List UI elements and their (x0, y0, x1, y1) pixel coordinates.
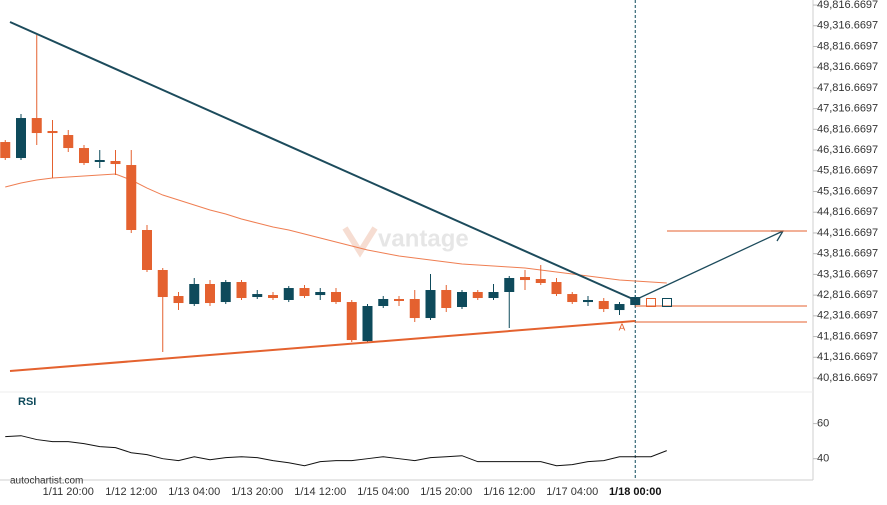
candle-body (457, 292, 467, 308)
candle-body (283, 288, 294, 300)
x-tick-label: 1/18 00:00 (609, 486, 662, 498)
candle-body (331, 292, 341, 303)
candle-body (220, 282, 231, 303)
plot (0, 0, 667, 480)
candle-body (488, 292, 499, 299)
candle-body (268, 295, 278, 299)
candle-body (630, 297, 641, 306)
candle-body (425, 290, 436, 319)
x-tick-label: 1/12 12:00 (105, 486, 157, 498)
rsi-tick-label: 40 (817, 453, 829, 465)
y-tick-label: 48,816.6697 (817, 40, 878, 52)
y-tick-label: 49,316.6697 (817, 20, 878, 32)
y-tick-label: 42,316.6697 (817, 310, 878, 322)
candle-body (126, 165, 137, 231)
candle-body (173, 296, 184, 304)
candle-body (409, 299, 420, 319)
watermark-logo (342, 226, 378, 258)
candle-body (614, 304, 625, 311)
x-tick-label: 1/17 04:00 (546, 486, 598, 498)
candle-body (63, 135, 74, 149)
rsi-tick-label: 60 (817, 417, 829, 429)
y-tick-label: 44,316.6697 (817, 227, 878, 239)
candle-body (252, 294, 263, 298)
candle-body (94, 160, 105, 162)
future-candle (646, 298, 656, 307)
x-tick-label: 1/13 04:00 (168, 486, 220, 498)
watermark-group: vantage (342, 225, 469, 258)
candle-body (520, 276, 530, 281)
y-tick-label: 47,316.6697 (817, 103, 878, 115)
watermark: vantage (378, 225, 469, 252)
y-tick-label: 46,816.6697 (817, 123, 878, 135)
rsi-line (5, 435, 667, 467)
candle-body (598, 300, 609, 310)
candle-body (47, 130, 58, 134)
candle-body (236, 282, 247, 299)
y-tick-label: 42,816.6697 (817, 289, 878, 301)
y-tick-label: 46,316.6697 (817, 144, 878, 156)
y-tick-label: 40,816.6697 (817, 372, 878, 384)
candle-body (315, 292, 326, 296)
y-tick-label: 44,816.6697 (817, 206, 878, 218)
y-tick-label: 45,316.6697 (817, 185, 878, 197)
resistance-line (9, 21, 636, 301)
y-tick-label: 47,816.6697 (817, 82, 878, 94)
y-tick-label: 41,316.6697 (817, 351, 878, 363)
candle-body (79, 148, 89, 164)
candle-body (535, 279, 546, 284)
candle-body (0, 142, 11, 159)
candle-body (583, 299, 593, 303)
candle-body (205, 284, 215, 304)
x-tick-label: 1/11 20:00 (43, 486, 94, 498)
candle-body (189, 284, 200, 305)
candle-body (362, 306, 373, 342)
y-tick-label: 43,316.6697 (817, 268, 878, 280)
forecast-arrow (634, 230, 784, 301)
candle-body (110, 161, 121, 165)
candle-body (346, 302, 357, 341)
x-tick-label: 1/15 04:00 (357, 486, 409, 498)
candle-body (142, 230, 152, 270)
candle-body (504, 277, 515, 293)
candle-body (378, 299, 389, 307)
candle-body (157, 269, 168, 298)
rsi-label: RSI (18, 396, 36, 408)
candle-body (472, 292, 483, 299)
candle-body (394, 299, 404, 301)
y-tick-label: 49,816.6697 (817, 0, 878, 11)
candle-body (31, 118, 42, 134)
y-tick-label: 45,816.6697 (817, 165, 878, 177)
y-tick-label: 43,816.6697 (817, 248, 878, 260)
support-line (9, 320, 636, 372)
candle-body (16, 118, 26, 159)
x-tick-label: 1/13 20:00 (231, 486, 283, 498)
candle-body (299, 288, 310, 297)
y-tick-label: 41,816.6697 (817, 330, 878, 342)
source: autochartist.com (10, 476, 83, 487)
pattern: A (9, 21, 807, 372)
candle-body (551, 282, 562, 295)
x-tick-label: 1/16 12:00 (483, 486, 535, 498)
candle-body (567, 294, 578, 303)
annotation: A (619, 323, 626, 334)
y-tick-label: 48,316.6697 (817, 61, 878, 73)
future-candle (662, 298, 672, 307)
x-tick-label: 1/15 20:00 (420, 486, 472, 498)
x-tick-label: 1/14 12:00 (294, 486, 346, 498)
candle-body (441, 290, 452, 308)
